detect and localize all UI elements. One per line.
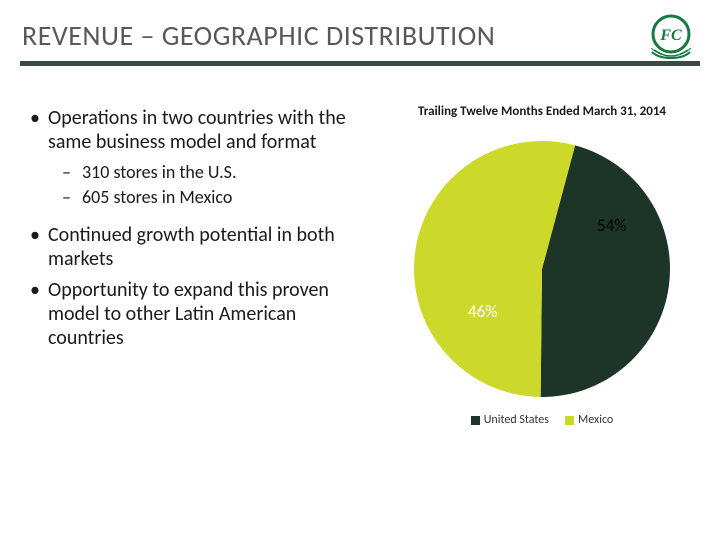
legend-label: United States bbox=[484, 413, 549, 427]
pie-slice-label-us: 46% bbox=[468, 301, 497, 322]
sub-bullet-item: 605 stores in Mexico bbox=[48, 186, 368, 209]
bullet-item: Opportunity to expand this proven model … bbox=[28, 278, 368, 351]
bullet-text: Operations in two countries with the sam… bbox=[48, 106, 346, 154]
chart-legend: United States Mexico bbox=[376, 413, 708, 427]
legend-item-us: United States bbox=[471, 413, 549, 427]
chart-title: Trailing Twelve Months Ended March 31, 2… bbox=[376, 104, 708, 119]
bullet-item: Operations in two countries with the sam… bbox=[28, 106, 368, 209]
company-logo: FC bbox=[644, 14, 698, 60]
bullet-column: Operations in two countries with the sam… bbox=[28, 106, 376, 427]
slide-content: Operations in two countries with the sam… bbox=[0, 66, 720, 427]
legend-swatch-us bbox=[471, 416, 480, 425]
pie-chart: 46% 54% bbox=[412, 139, 672, 399]
page-title: REVENUE – GEOGRAPHIC DISTRIBUTION bbox=[22, 18, 720, 53]
sub-bullet-item: 310 stores in the U.S. bbox=[48, 161, 368, 184]
slide-header: REVENUE – GEOGRAPHIC DISTRIBUTION FC bbox=[0, 0, 720, 61]
svg-text:FC: FC bbox=[659, 27, 682, 44]
chart-column: Trailing Twelve Months Ended March 31, 2… bbox=[376, 106, 708, 427]
legend-label: Mexico bbox=[578, 413, 613, 427]
pie-slice-label-mx: 54% bbox=[597, 215, 626, 236]
legend-swatch-mx bbox=[565, 416, 574, 425]
bullet-item: Continued growth potential in both marke… bbox=[28, 223, 368, 272]
legend-item-mx: Mexico bbox=[565, 413, 613, 427]
